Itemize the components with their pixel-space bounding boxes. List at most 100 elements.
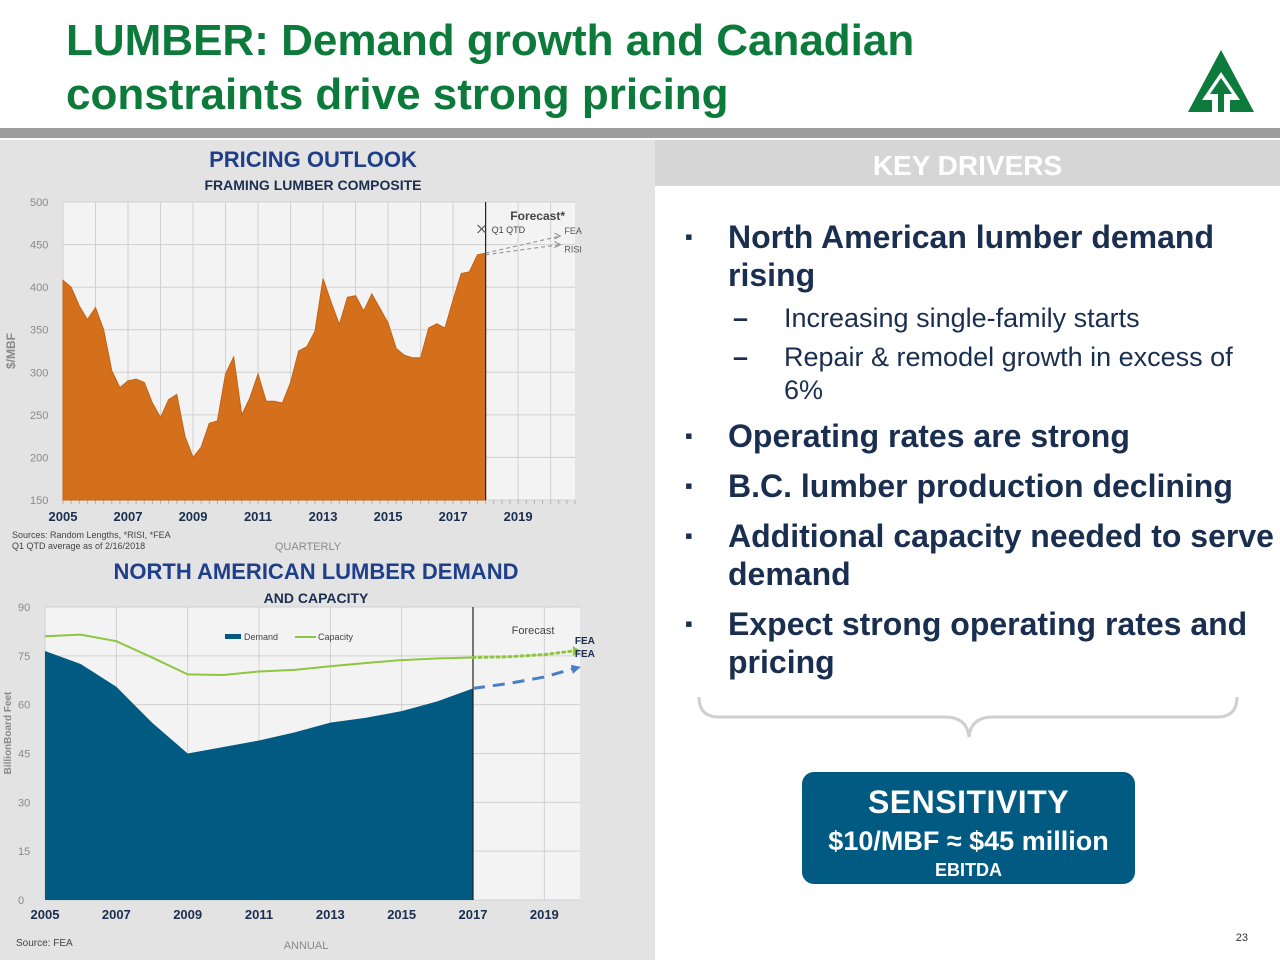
price-x-tick-label: 2019 bbox=[504, 509, 533, 524]
price-x-tick-label: 2015 bbox=[374, 509, 403, 524]
demand-y-axis-label: BillionBoard Feet bbox=[3, 691, 14, 774]
demand-chart-title: NORTH AMERICAN LUMBER DEMAND bbox=[114, 559, 519, 584]
bullet-marker-icon: ▪ bbox=[685, 611, 693, 636]
key-drivers-header: KEY DRIVERS bbox=[655, 140, 1280, 186]
price-y-axis-label: $/MBF bbox=[4, 333, 18, 369]
demand-x-tick-label: 2017 bbox=[459, 907, 488, 922]
price-forecast-series-label: RISI bbox=[564, 245, 582, 255]
price-y-tick-label: 250 bbox=[30, 410, 48, 422]
price-y-tick-label: 450 bbox=[30, 240, 48, 252]
demand-x-tick-label: 2009 bbox=[173, 907, 202, 922]
demand-forecast-label: Forecast bbox=[512, 625, 555, 637]
demand-area-series bbox=[45, 650, 473, 900]
price-x-tick-label: 2007 bbox=[114, 509, 143, 524]
legend-demand-label: Demand bbox=[244, 632, 278, 642]
price-forecast-series-label: FEA bbox=[564, 226, 582, 236]
price-forecast-line bbox=[485, 235, 561, 254]
demand-y-tick-label: 15 bbox=[18, 846, 30, 858]
sensitivity-value: $10/MBF ≈ $45 million bbox=[828, 826, 1109, 856]
key-driver-text: B.C. lumber production declining bbox=[728, 468, 1233, 504]
legend-capacity-label: Capacity bbox=[318, 632, 354, 642]
demand-y-tick-label: 45 bbox=[18, 749, 30, 761]
key-driver-bullet: ▪ Additional capacity needed to serve dem… bbox=[685, 517, 1275, 593]
arrow-icon bbox=[554, 241, 562, 249]
demand-x-tick-label: 2007 bbox=[102, 907, 131, 922]
demand-x-tick-label: 2005 bbox=[31, 907, 60, 922]
key-drivers-header-text: KEY DRIVERS bbox=[872, 150, 1063, 181]
demand-x-axis-label: ANNUAL bbox=[284, 940, 329, 952]
price-x-tick-label: 2013 bbox=[309, 509, 338, 524]
key-driver-bullet: ▪ Operating rates are strong bbox=[685, 417, 1275, 455]
key-drivers-panel: KEY DRIVERS ▪ North American lumber deman… bbox=[655, 140, 1280, 960]
slide-title-line2: constraints drive strong pricing bbox=[66, 70, 729, 119]
price-forecast-line bbox=[485, 244, 561, 256]
page-number: 23 bbox=[1235, 932, 1248, 944]
tree-logo-icon bbox=[1188, 50, 1254, 112]
key-driver-subtext: Increasing single-family starts bbox=[784, 303, 1140, 333]
demand-y-tick-label: 75 bbox=[18, 651, 30, 663]
demand-x-tick-label: 2011 bbox=[245, 907, 273, 922]
price-y-tick-label: 350 bbox=[30, 325, 48, 337]
demand-x-tick-label: 2019 bbox=[530, 907, 559, 922]
demand-y-tick-label: 30 bbox=[18, 797, 30, 809]
demand-y-tick-label: 0 bbox=[18, 895, 24, 907]
capacity-forecast-label: FEA bbox=[575, 636, 595, 647]
demand-forecast-series-label: FEA bbox=[575, 649, 595, 660]
key-drivers-list: ▪ North American lumber demand rising – Inc… bbox=[685, 218, 1275, 693]
price-date-note: Q1 QTD average as of 2/16/2018 bbox=[12, 541, 145, 551]
key-driver-text: North American lumber demand rising bbox=[728, 219, 1215, 293]
q1-qtd-marker-icon bbox=[477, 224, 487, 234]
demand-x-tick-label: 2013 bbox=[316, 907, 345, 922]
demand-chart-subtitle: AND CAPACITY bbox=[264, 590, 369, 606]
price-y-tick-label: 300 bbox=[30, 367, 48, 379]
bullet-marker-icon: ▪ bbox=[685, 423, 693, 448]
sensitivity-sub: EBITDA bbox=[935, 860, 1002, 880]
curly-brace-icon bbox=[697, 696, 1239, 738]
demand-y-tick-label: 90 bbox=[18, 602, 30, 614]
title-divider bbox=[0, 128, 1280, 138]
arrow-icon bbox=[570, 664, 581, 674]
demand-x-tick-label: 2015 bbox=[387, 907, 416, 922]
slide-title: LUMBER: Demand growth and Canadian const… bbox=[66, 14, 1066, 122]
dash-marker-icon: – bbox=[733, 342, 749, 372]
company-logo bbox=[1188, 50, 1254, 112]
charts-panel: 150 200 250 300 350 400 450 500 2005 2007 2009 2011… bbox=[0, 140, 655, 960]
demand-forecast-line bbox=[472, 667, 574, 690]
slide-title-line1: LUMBER: Demand growth and Canadian bbox=[66, 16, 915, 65]
q1-qtd-label: Q1 QTD bbox=[492, 225, 526, 235]
key-driver-bullet: ▪ North American lumber demand rising bbox=[685, 218, 1275, 294]
price-x-tick-label: 2011 bbox=[244, 509, 272, 524]
price-chart-subtitle: FRAMING LUMBER COMPOSITE bbox=[205, 177, 422, 193]
legend-demand-swatch bbox=[225, 634, 241, 639]
key-driver-bullet: ▪ Expect strong operating rates and prici… bbox=[685, 605, 1275, 681]
capacity-forecast-line bbox=[471, 649, 575, 659]
sensitivity-box: SENSITIVITY $10/MBF ≈ $45 million EBITDA bbox=[802, 772, 1135, 884]
price-source-note: Sources: Random Lengths, *RISI, *FEA bbox=[12, 530, 171, 540]
key-driver-subbullet: – Repair & remodel growth in excess of 6% bbox=[685, 341, 1275, 407]
price-x-axis-label: QUARTERLY bbox=[275, 541, 342, 553]
price-y-tick-label: 500 bbox=[30, 197, 48, 209]
key-driver-bullet: ▪ B.C. lumber production declining bbox=[685, 467, 1275, 505]
capacity-line-series bbox=[44, 633, 474, 677]
key-driver-text: Expect strong operating rates and pricin… bbox=[728, 606, 1248, 680]
arrow-icon bbox=[554, 232, 562, 240]
arrow-icon bbox=[572, 645, 581, 656]
demand-y-tick-label: 60 bbox=[18, 700, 30, 712]
key-driver-text: Additional capacity needed to serve dema… bbox=[728, 518, 1274, 592]
key-driver-text: Operating rates are strong bbox=[728, 418, 1130, 454]
price-x-tick-label: 2009 bbox=[179, 509, 208, 524]
price-y-tick-label: 400 bbox=[30, 282, 48, 294]
price-x-tick-label: 2017 bbox=[439, 509, 468, 524]
price-chart-title: PRICING OUTLOOK bbox=[209, 147, 417, 172]
price-y-tick-label: 200 bbox=[30, 452, 48, 464]
dash-marker-icon: – bbox=[733, 303, 749, 333]
price-y-tick-label: 150 bbox=[30, 495, 48, 507]
bullet-marker-icon: ▪ bbox=[685, 523, 693, 548]
key-driver-subbullet: – Increasing single-family starts bbox=[685, 302, 1275, 335]
bullet-marker-icon: ▪ bbox=[685, 473, 693, 498]
price-forecast-label: Forecast* bbox=[510, 209, 565, 223]
price-x-tick-label: 2005 bbox=[49, 509, 78, 524]
key-driver-subtext: Repair & remodel growth in excess of 6% bbox=[784, 342, 1233, 405]
bullet-marker-icon: ▪ bbox=[685, 224, 693, 249]
